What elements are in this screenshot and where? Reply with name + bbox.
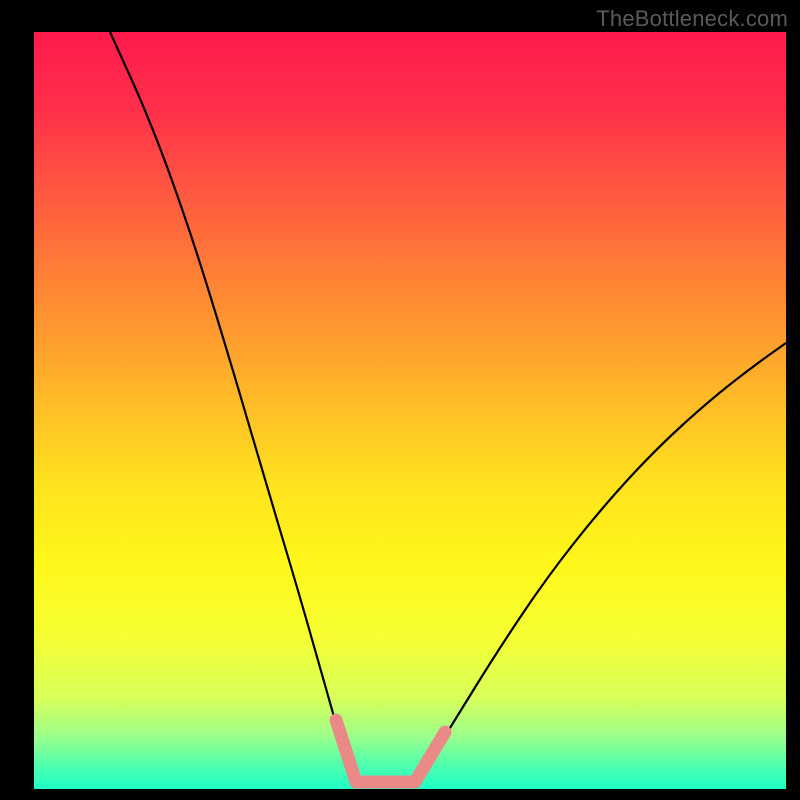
watermark-text: TheBottleneck.com <box>596 6 788 32</box>
gradient-rect <box>34 32 786 789</box>
chart-container: TheBottleneck.com <box>0 0 800 800</box>
plot-svg <box>0 0 800 800</box>
